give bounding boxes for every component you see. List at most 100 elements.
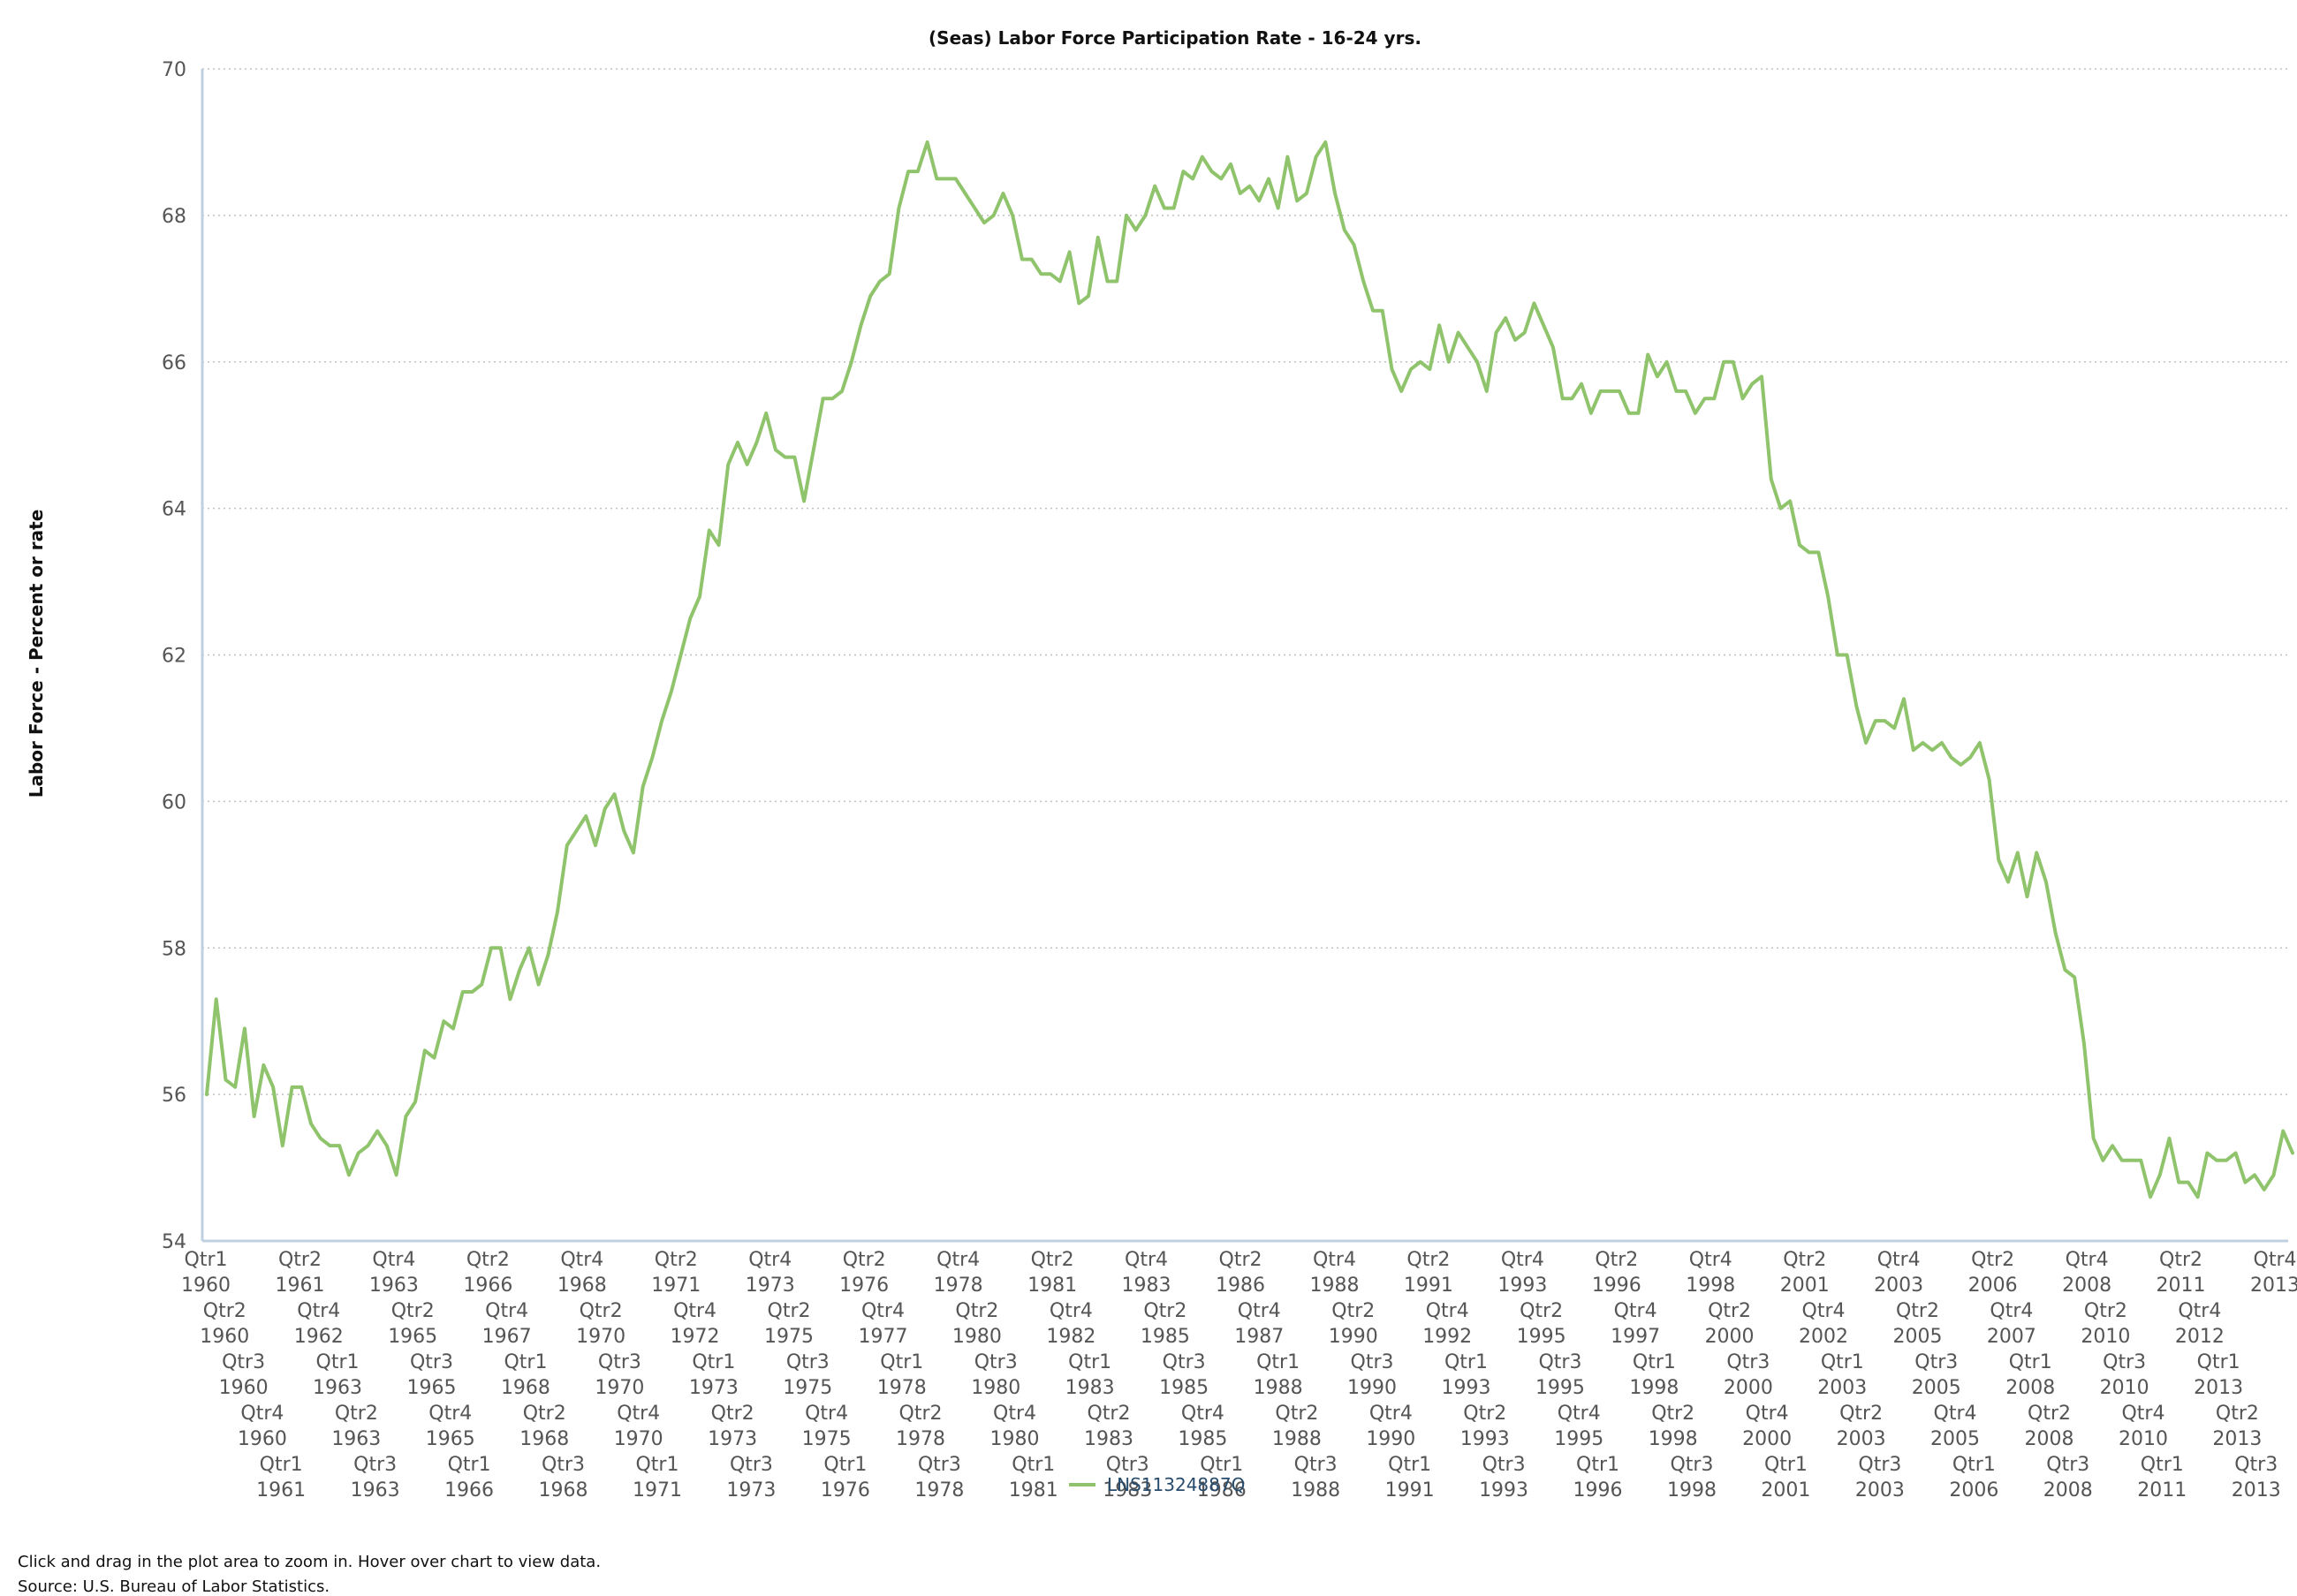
x-tick-quarter: Qtr1 — [260, 1454, 303, 1476]
x-tick-year: 1978 — [934, 1275, 983, 1297]
x-tick-year: 2010 — [2119, 1428, 2168, 1450]
x-tick-year: 1970 — [595, 1377, 644, 1399]
x-tick-year: 1980 — [952, 1326, 1002, 1348]
x-tick-quarter: Qtr3 — [410, 1351, 453, 1373]
x-tick-quarter: Qtr4 — [1558, 1403, 1601, 1425]
x-tick-quarter: Qtr3 — [974, 1351, 1018, 1373]
zoom-instructions: Click and drag in the plot area to zoom … — [18, 1553, 602, 1571]
x-tick-year: 1990 — [1329, 1326, 1378, 1348]
x-tick-quarter: Qtr1 — [316, 1351, 360, 1373]
x-tick-quarter: Qtr2 — [203, 1300, 246, 1322]
x-tick-year: 1971 — [633, 1479, 682, 1501]
x-tick-quarter: Qtr4 — [1689, 1249, 1732, 1271]
x-tick-year: 1991 — [1385, 1479, 1435, 1501]
x-tick-year: 1961 — [256, 1479, 306, 1501]
x-tick-year: 1978 — [914, 1479, 964, 1501]
x-tick-year: 2010 — [2081, 1326, 2130, 1348]
x-tick-year: 2011 — [2157, 1275, 2206, 1297]
x-tick-quarter: Qtr1 — [1388, 1454, 1431, 1476]
x-tick-year: 1988 — [1272, 1428, 1322, 1450]
x-tick-year: 1998 — [1649, 1428, 1698, 1450]
series-layer[interactable] — [205, 140, 2294, 1199]
x-tick-quarter: Qtr1 — [823, 1454, 867, 1476]
x-tick-quarter: Qtr3 — [1858, 1454, 1901, 1476]
x-tick-year: 1963 — [369, 1275, 419, 1297]
x-tick-quarter: Qtr4 — [1990, 1300, 2033, 1322]
x-tick-quarter: Qtr2 — [1331, 1300, 1375, 1322]
x-tick-year: 1968 — [557, 1275, 607, 1297]
x-tick-year: 2003 — [1817, 1377, 1867, 1399]
x-tick-year: 1990 — [1366, 1428, 1415, 1450]
x-tick-year: 1965 — [426, 1428, 475, 1450]
y-axis-labels: 54 56 58 60 62 64 66 68 70 — [162, 59, 186, 1253]
y-tick-label: 70 — [162, 59, 186, 81]
x-tick-quarter: Qtr4 — [1181, 1403, 1224, 1425]
x-tick-quarter: Qtr1 — [1633, 1351, 1676, 1373]
x-tick-year: 1978 — [877, 1377, 927, 1399]
y-tick-label: 60 — [162, 791, 186, 813]
x-tick-year: 2013 — [2212, 1428, 2262, 1450]
x-tick-year: 1960 — [219, 1377, 269, 1399]
x-tick-quarter: Qtr1 — [1952, 1454, 1996, 1476]
x-tick-year: 1988 — [1291, 1479, 1340, 1501]
x-tick-year: 1965 — [406, 1377, 456, 1399]
x-tick-quarter: Qtr1 — [1764, 1454, 1808, 1476]
x-tick-year: 1987 — [1234, 1326, 1284, 1348]
y-tick-label: 58 — [162, 938, 186, 960]
x-tick-year: 1976 — [821, 1479, 870, 1501]
x-tick-year: 1998 — [1667, 1479, 1717, 1501]
x-tick-quarter: Qtr1 — [692, 1351, 735, 1373]
x-tick-quarter: Qtr2 — [1087, 1403, 1130, 1425]
legend[interactable]: LNS11324887Q — [1069, 1474, 1245, 1495]
x-tick-quarter: Qtr1 — [1012, 1454, 1055, 1476]
x-tick-year: 1995 — [1535, 1377, 1585, 1399]
line-chart[interactable]: (Seas) Labor Force Participation Rate - … — [0, 0, 2297, 1537]
x-tick-year: 2006 — [1949, 1479, 1998, 1501]
x-tick-quarter: Qtr3 — [1163, 1351, 1206, 1373]
x-tick-year: 1993 — [1460, 1428, 1510, 1450]
x-tick-quarter: Qtr2 — [278, 1249, 322, 1271]
x-tick-year: 1960 — [200, 1326, 249, 1348]
x-tick-quarter: Qtr1 — [2141, 1454, 2184, 1476]
x-tick-year: 1996 — [1592, 1275, 1641, 1297]
y-tick-label: 56 — [162, 1085, 186, 1107]
y-tick-label: 66 — [162, 352, 186, 374]
x-tick-year: 1983 — [1084, 1428, 1133, 1450]
x-tick-year: 2001 — [1780, 1275, 1830, 1297]
x-tick-quarter: Qtr4 — [805, 1403, 848, 1425]
x-tick-quarter: Qtr1 — [2009, 1351, 2052, 1373]
x-tick-quarter: Qtr1 — [504, 1351, 547, 1373]
x-tick-quarter: Qtr3 — [1106, 1454, 1149, 1476]
x-tick-quarter: Qtr1 — [1068, 1351, 1111, 1373]
x-tick-quarter: Qtr2 — [1275, 1403, 1318, 1425]
x-tick-quarter: Qtr4 — [1501, 1249, 1544, 1271]
x-tick-year: 1997 — [1611, 1326, 1660, 1348]
x-tick-year: 1983 — [1103, 1479, 1152, 1501]
x-tick-quarter: Qtr3 — [730, 1454, 773, 1476]
x-tick-quarter: Qtr4 — [372, 1249, 415, 1271]
x-tick-year: 1995 — [1517, 1326, 1566, 1348]
x-tick-quarter: Qtr4 — [673, 1300, 716, 1322]
x-tick-quarter: Qtr4 — [240, 1403, 284, 1425]
x-tick-quarter: Qtr4 — [1802, 1300, 1846, 1322]
x-tick-quarter: Qtr3 — [1294, 1454, 1338, 1476]
x-tick-quarter: Qtr4 — [485, 1300, 528, 1322]
x-tick-year: 1995 — [1554, 1428, 1603, 1450]
gridlines — [202, 68, 2288, 1095]
x-tick-quarter: Qtr4 — [1050, 1300, 1093, 1322]
x-tick-year: 1975 — [802, 1428, 852, 1450]
x-tick-year: 1966 — [444, 1479, 494, 1501]
legend-label[interactable]: LNS11324887Q — [1107, 1474, 1245, 1495]
x-tick-year: 2008 — [2025, 1428, 2074, 1450]
x-tick-year: 1982 — [1046, 1326, 1095, 1348]
x-tick-year: 1966 — [463, 1275, 512, 1297]
x-tick-quarter: Qtr4 — [993, 1403, 1036, 1425]
x-tick-year: 2000 — [1705, 1326, 1755, 1348]
x-tick-quarter: Qtr4 — [617, 1403, 660, 1425]
series-line[interactable] — [205, 140, 2294, 1199]
x-tick-quarter: Qtr3 — [918, 1454, 961, 1476]
x-tick-year: 1985 — [1141, 1326, 1190, 1348]
x-tick-year: 2008 — [2005, 1377, 2055, 1399]
x-tick-quarter: Qtr4 — [2121, 1403, 2164, 1425]
